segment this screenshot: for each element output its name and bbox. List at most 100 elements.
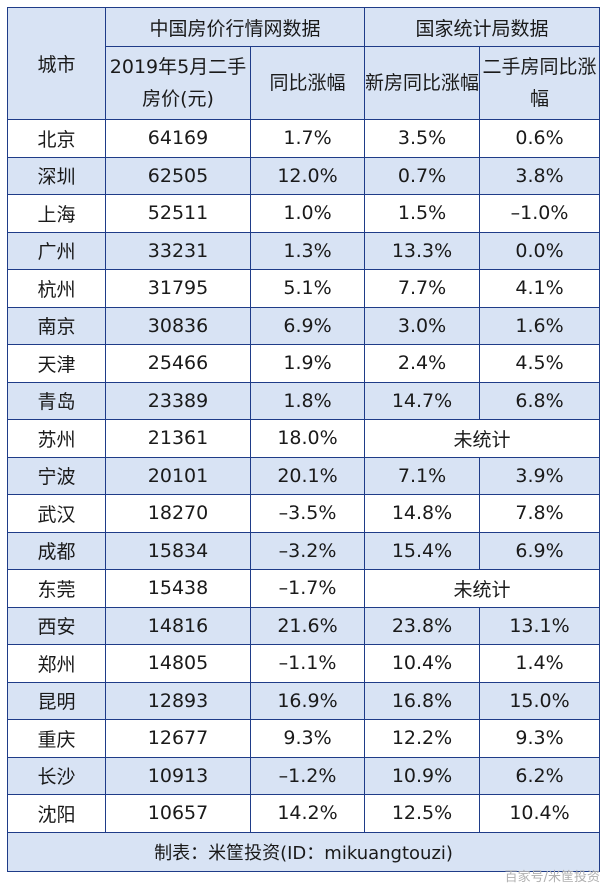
cell-secondhand-yoy: 13.1% <box>479 606 601 645</box>
header-group-national-stats: 国家统计局数据 <box>364 7 601 47</box>
cell-yoy: 1.7% <box>249 119 366 158</box>
cell-price: 30836 <box>105 306 251 345</box>
header-new-home-yoy: 新房同比涨幅 <box>364 46 481 120</box>
house-price-table: 城市 中国房价行情网数据 国家统计局数据 2019年5月二手房价(元) 同比涨幅… <box>6 7 601 872</box>
cell-secondhand-yoy: 9.3% <box>479 719 601 758</box>
cell-price: 62505 <box>105 156 251 195</box>
table-row: 长沙 10913 –1.2% 10.9% 6.2% <box>7 756 601 795</box>
cell-price: 12677 <box>105 719 251 758</box>
table-row: 成都 15834 –3.2% 15.4% 6.9% <box>7 531 601 570</box>
cell-yoy: 18.0% <box>249 419 366 458</box>
header-secondhand-price: 2019年5月二手房价(元) <box>105 46 251 120</box>
cell-city: 昆明 <box>7 681 106 720</box>
cell-yoy: 9.3% <box>249 719 366 758</box>
table-row: 青岛 23389 1.8% 14.7% 6.8% <box>7 381 601 420</box>
cell-secondhand-yoy: 4.1% <box>479 269 601 308</box>
table-row: 苏州 21361 18.0% 未统计 <box>7 419 601 458</box>
cell-price: 14816 <box>105 606 251 645</box>
cell-new-home-yoy: 16.8% <box>364 681 481 720</box>
cell-yoy: 16.9% <box>249 681 366 720</box>
cell-secondhand-yoy: 10.4% <box>479 794 601 833</box>
cell-new-home-yoy: 14.7% <box>364 381 481 420</box>
cell-city: 武汉 <box>7 494 106 533</box>
table-row: 杭州 31795 5.1% 7.7% 4.1% <box>7 269 601 308</box>
table-row: 南京 30836 6.9% 3.0% 1.6% <box>7 306 601 345</box>
cell-new-home-yoy: 13.3% <box>364 231 481 270</box>
cell-secondhand-yoy: 3.9% <box>479 456 601 495</box>
cell-yoy: 20.1% <box>249 456 366 495</box>
cell-yoy: 1.8% <box>249 381 366 420</box>
cell-new-home-yoy: 7.1% <box>364 456 481 495</box>
cell-yoy: –1.7% <box>249 569 366 608</box>
cell-secondhand-yoy: 0.6% <box>479 119 601 158</box>
cell-new-home-yoy: 3.5% <box>364 119 481 158</box>
cell-new-home-yoy: 7.7% <box>364 269 481 308</box>
cell-city: 北京 <box>7 119 106 158</box>
cell-price: 15834 <box>105 531 251 570</box>
header-secondhand-yoy: 二手房同比涨幅 <box>479 46 601 120</box>
cell-secondhand-yoy: 0.0% <box>479 231 601 270</box>
cell-secondhand-yoy: 7.8% <box>479 494 601 533</box>
table-row: 重庆 12677 9.3% 12.2% 9.3% <box>7 719 601 758</box>
cell-new-home-yoy: 12.2% <box>364 719 481 758</box>
cell-not-counted: 未统计 <box>364 569 601 608</box>
cell-city: 西安 <box>7 606 106 645</box>
table-row: 上海 52511 1.0% 1.5% –1.0% <box>7 194 601 233</box>
cell-new-home-yoy: 1.5% <box>364 194 481 233</box>
cell-city: 南京 <box>7 306 106 345</box>
price-table-container: 城市 中国房价行情网数据 国家统计局数据 2019年5月二手房价(元) 同比涨幅… <box>6 7 601 872</box>
cell-secondhand-yoy: 1.4% <box>479 644 601 683</box>
cell-yoy: 14.2% <box>249 794 366 833</box>
table-row: 宁波 20101 20.1% 7.1% 3.9% <box>7 456 601 495</box>
cell-city: 宁波 <box>7 456 106 495</box>
table-row: 广州 33231 1.3% 13.3% 0.0% <box>7 231 601 270</box>
cell-city: 郑州 <box>7 644 106 683</box>
cell-secondhand-yoy: 4.5% <box>479 344 601 383</box>
cell-city: 重庆 <box>7 719 106 758</box>
cell-city: 杭州 <box>7 269 106 308</box>
cell-secondhand-yoy: 3.8% <box>479 156 601 195</box>
cell-new-home-yoy: 15.4% <box>364 531 481 570</box>
table-row: 沈阳 10657 14.2% 12.5% 10.4% <box>7 794 601 833</box>
cell-new-home-yoy: 2.4% <box>364 344 481 383</box>
cell-new-home-yoy: 14.8% <box>364 494 481 533</box>
table-body: 北京 64169 1.7% 3.5% 0.6% 深圳 62505 12.0% 0.7% 3.8% 上… <box>7 119 601 833</box>
cell-new-home-yoy: 10.9% <box>364 756 481 795</box>
cell-price: 33231 <box>105 231 251 270</box>
cell-price: 15438 <box>105 569 251 608</box>
cell-city: 广州 <box>7 231 106 270</box>
cell-new-home-yoy: 12.5% <box>364 794 481 833</box>
cell-secondhand-yoy: 6.8% <box>479 381 601 420</box>
cell-city: 深圳 <box>7 156 106 195</box>
cell-price: 31795 <box>105 269 251 308</box>
cell-yoy: 21.6% <box>249 606 366 645</box>
watermark-text: 百家号/米筐投资 <box>504 870 600 885</box>
cell-yoy: 6.9% <box>249 306 366 345</box>
cell-new-home-yoy: 0.7% <box>364 156 481 195</box>
cell-price: 23389 <box>105 381 251 420</box>
cell-yoy: 1.9% <box>249 344 366 383</box>
cell-price: 12893 <box>105 681 251 720</box>
table-row: 西安 14816 21.6% 23.8% 13.1% <box>7 606 601 645</box>
cell-city: 天津 <box>7 344 106 383</box>
cell-price: 52511 <box>105 194 251 233</box>
cell-yoy: 1.3% <box>249 231 366 270</box>
table-row: 北京 64169 1.7% 3.5% 0.6% <box>7 119 601 158</box>
cell-price: 18270 <box>105 494 251 533</box>
cell-yoy: 5.1% <box>249 269 366 308</box>
cell-price: 25466 <box>105 344 251 383</box>
cell-secondhand-yoy: 6.2% <box>479 756 601 795</box>
table-row: 昆明 12893 16.9% 16.8% 15.0% <box>7 681 601 720</box>
cell-city: 青岛 <box>7 381 106 420</box>
table-row: 天津 25466 1.9% 2.4% 4.5% <box>7 344 601 383</box>
cell-city: 长沙 <box>7 756 106 795</box>
table-row: 深圳 62505 12.0% 0.7% 3.8% <box>7 156 601 195</box>
cell-price: 10913 <box>105 756 251 795</box>
cell-city: 东莞 <box>7 569 106 608</box>
cell-price: 14805 <box>105 644 251 683</box>
cell-price: 64169 <box>105 119 251 158</box>
cell-new-home-yoy: 3.0% <box>364 306 481 345</box>
cell-yoy: –1.1% <box>249 644 366 683</box>
cell-secondhand-yoy: 15.0% <box>479 681 601 720</box>
cell-not-counted: 未统计 <box>364 419 601 458</box>
